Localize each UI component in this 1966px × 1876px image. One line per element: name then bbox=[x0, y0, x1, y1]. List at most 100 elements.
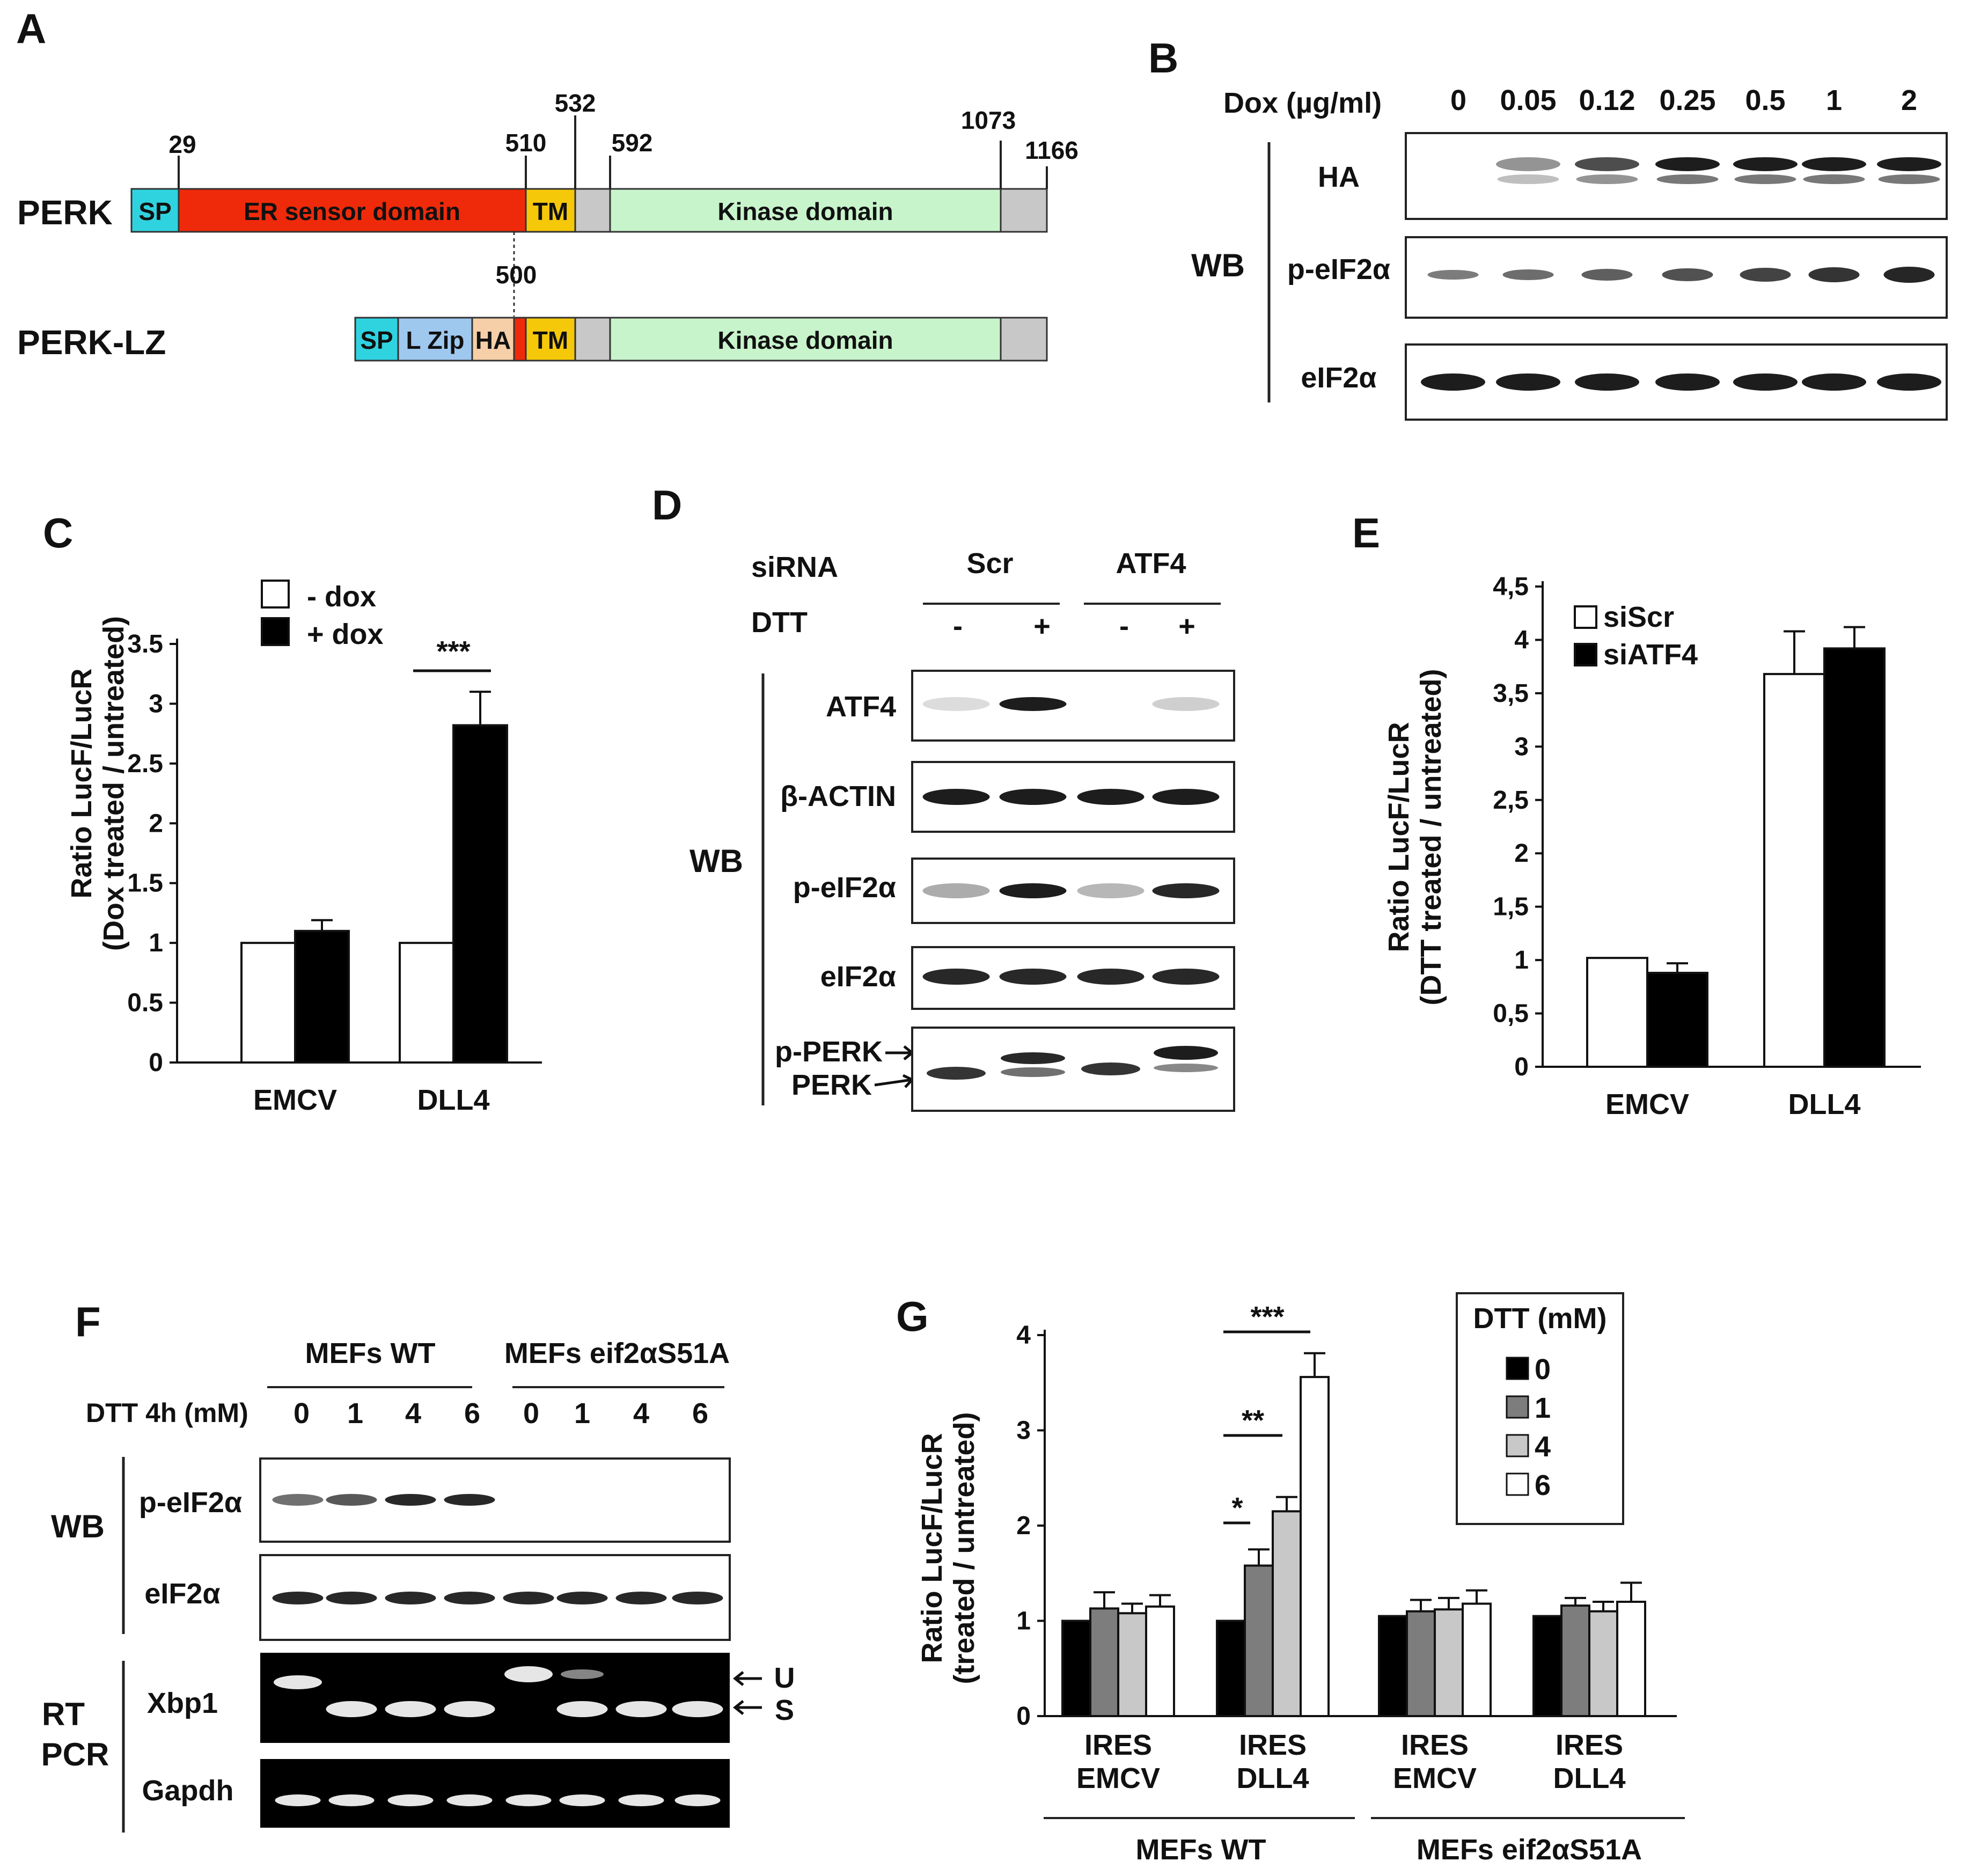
p-eif2a-band bbox=[1883, 267, 1935, 283]
y-tick-label: 3,5 bbox=[1493, 679, 1529, 708]
xbp1-s-band bbox=[385, 1701, 436, 1717]
atf4-band bbox=[1152, 697, 1220, 711]
legend-c-minus-dox: - dox bbox=[307, 581, 376, 613]
xbp1-s-band bbox=[326, 1701, 377, 1717]
bar bbox=[1763, 673, 1825, 1068]
gel-f-gapdh bbox=[260, 1759, 730, 1828]
legend-c-minus-dox-swatch bbox=[261, 580, 290, 609]
eif2a-band bbox=[503, 1592, 554, 1604]
y-tick-label: 2.5 bbox=[127, 750, 163, 778]
gapdh-band bbox=[275, 1794, 321, 1806]
legend-g-6: 6 bbox=[1535, 1469, 1551, 1501]
y-tick-label: 4 bbox=[1514, 626, 1529, 654]
eif2a-band bbox=[1733, 373, 1798, 391]
panel-g-ylabel-1: Ratio LucF/LucR bbox=[916, 1433, 948, 1664]
panel-f: F MEFs WT MEFs eif2αS51A DTT 4h (mM) 0 1… bbox=[41, 1298, 795, 1833]
bar bbox=[399, 942, 454, 1064]
ha-band-lower bbox=[1734, 174, 1796, 184]
bar bbox=[1560, 1604, 1590, 1718]
y-tick-label: 4,5 bbox=[1493, 573, 1529, 601]
actin-band bbox=[1077, 789, 1145, 805]
y-tick-label: 1 bbox=[1016, 1607, 1031, 1636]
f-dose-labels: 0 1 4 6 0 1 4 6 bbox=[294, 1397, 708, 1430]
perk-tm-domain bbox=[525, 188, 576, 233]
sig-g-1: * bbox=[1231, 1492, 1243, 1524]
bar bbox=[1532, 1615, 1562, 1717]
panel-e-ylabel-2: (DTT treated / untreated) bbox=[1415, 669, 1447, 1005]
perklz-tm-domain bbox=[525, 317, 576, 362]
category-label: DLL4 bbox=[417, 1084, 490, 1116]
perklz-ha-tag bbox=[471, 317, 515, 362]
category-label: IRES bbox=[1401, 1729, 1469, 1761]
group-scr: Scr bbox=[966, 547, 1013, 580]
legend-c-plus-dox: + dox bbox=[307, 618, 384, 650]
f-row-eif2a: eIF2α bbox=[144, 1578, 220, 1610]
pos-1073: 1073 bbox=[961, 106, 1016, 134]
dose-2: 2 bbox=[1901, 84, 1917, 116]
eif2a-band bbox=[556, 1592, 608, 1604]
gapdh-band bbox=[446, 1794, 493, 1806]
legend-e-siatf4-swatch bbox=[1574, 643, 1597, 666]
panel-a-letter: A bbox=[16, 5, 46, 52]
eif2a-band bbox=[1496, 373, 1560, 391]
p-eif2a-band bbox=[1077, 883, 1145, 898]
panel-c: C Ratio LucF/LucR (Dox treated / untreat… bbox=[43, 509, 542, 1116]
ha-band-upper bbox=[1496, 157, 1560, 171]
gapdh-band bbox=[559, 1794, 605, 1806]
perk-er-sensor-domain bbox=[178, 188, 527, 233]
sirna-label: siRNA bbox=[751, 551, 838, 583]
dose-0-5: 0.5 bbox=[1745, 84, 1785, 116]
legend-g-swatch-1 bbox=[1506, 1395, 1529, 1419]
y-tick-label: 2 bbox=[1514, 839, 1529, 868]
f-dose-5: 0 bbox=[523, 1397, 539, 1430]
panel-c-letter: C bbox=[43, 509, 73, 556]
bar bbox=[1586, 957, 1648, 1068]
ha-band-upper bbox=[1802, 157, 1866, 171]
f-pcr: PCR bbox=[41, 1736, 109, 1772]
bar bbox=[1462, 1602, 1492, 1718]
chart-c: 0 0.5 1 1.5 2 2.5 3 3.5 EMCV DLL4 bbox=[127, 630, 542, 1116]
f-row-xbp1: Xbp1 bbox=[147, 1687, 218, 1719]
eif2a-band bbox=[1655, 373, 1720, 391]
bar bbox=[1588, 1610, 1618, 1717]
p-perk-band bbox=[1154, 1046, 1218, 1060]
ha-band-lower bbox=[1656, 174, 1719, 184]
p-eif2a-band bbox=[922, 883, 990, 898]
ha-band-lower bbox=[1497, 174, 1559, 184]
perk-sp-domain bbox=[130, 188, 180, 233]
panel-c-ylabel-1: Ratio LucF/LucR bbox=[65, 669, 98, 899]
y-tick-label: 0 bbox=[149, 1049, 163, 1077]
bar bbox=[1300, 1376, 1330, 1718]
panel-c-ylabel-2: (Dox treated / untreated) bbox=[98, 616, 130, 951]
eif2a-band bbox=[672, 1592, 723, 1604]
panel-d-wb: WB bbox=[689, 843, 743, 879]
group-atf4: ATF4 bbox=[1116, 547, 1186, 580]
f-arrow-u: U bbox=[774, 1662, 795, 1694]
pos-29: 29 bbox=[168, 130, 196, 158]
perk-sp-text: SP bbox=[138, 197, 171, 225]
row-eif2a: eIF2α bbox=[1301, 362, 1376, 394]
ha-band-upper bbox=[1877, 157, 1941, 171]
g-group-s51a: MEFs eif2αS51A bbox=[1417, 1834, 1642, 1866]
perklz-tm-text: TM bbox=[533, 326, 568, 354]
category-label: IRES bbox=[1084, 1729, 1152, 1761]
ha-band-lower bbox=[1878, 174, 1940, 184]
eif2a-band bbox=[922, 969, 990, 985]
sig-c: *** bbox=[436, 635, 470, 668]
y-tick-label: 4 bbox=[1016, 1321, 1031, 1350]
panel-e-letter: E bbox=[1352, 509, 1380, 556]
treat-1: - bbox=[953, 610, 963, 642]
f-rt: RT bbox=[42, 1696, 85, 1732]
row-p-eif2a: p-eIF2α bbox=[1287, 253, 1390, 285]
dose-1: 1 bbox=[1826, 84, 1842, 116]
p-eif2a-band bbox=[1502, 269, 1554, 280]
bar bbox=[1272, 1510, 1302, 1717]
gapdh-band bbox=[387, 1794, 434, 1806]
y-tick-label: 2 bbox=[1016, 1512, 1031, 1540]
bar bbox=[1646, 971, 1708, 1068]
row-d-p-eif2a: p-eIF2α bbox=[793, 871, 896, 904]
pos-1166: 1166 bbox=[1025, 136, 1079, 164]
perk-kinase-text: Kinase domain bbox=[717, 197, 893, 225]
dose-0: 0 bbox=[1450, 84, 1466, 116]
